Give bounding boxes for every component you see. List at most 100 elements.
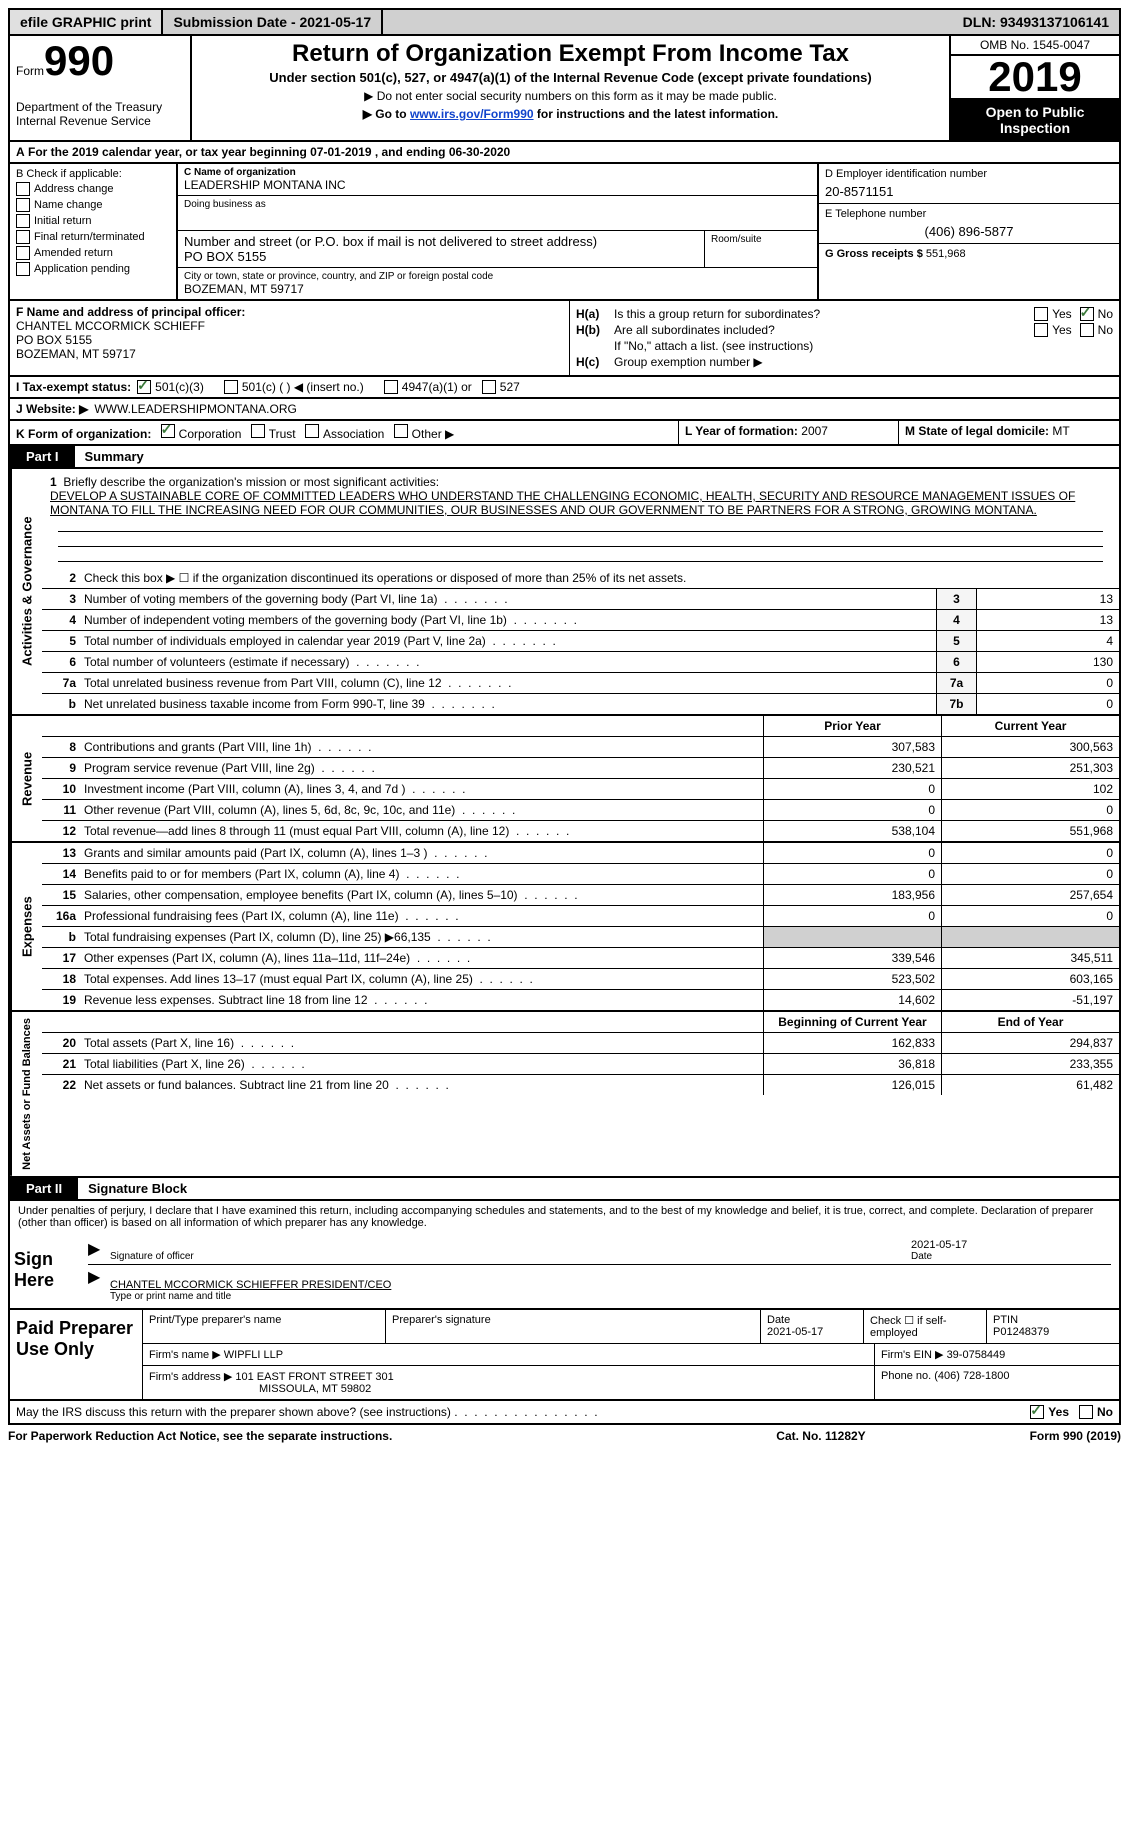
form-center: Return of Organization Exempt From Incom… — [192, 36, 949, 140]
chk-initial[interactable] — [16, 214, 30, 228]
part2-title: Signature Block — [78, 1178, 197, 1199]
k-assoc: Association — [323, 427, 384, 441]
k-corp: Corporation — [179, 427, 242, 441]
chk-name[interactable] — [16, 198, 30, 212]
preparer-block: Paid Preparer Use Only Print/Type prepar… — [8, 1310, 1121, 1401]
dba-label: Doing business as — [184, 199, 811, 210]
top-bar: efile GRAPHIC print Submission Date - 20… — [8, 8, 1121, 36]
part1-tab: Part I — [10, 446, 75, 467]
firm-ein-label: Firm's EIN ▶ — [881, 1349, 944, 1361]
footer-right: Form 990 (2019) — [921, 1429, 1121, 1443]
expenses-section: Expenses 13Grants and similar amounts pa… — [8, 843, 1121, 1012]
mission-block: 1 Briefly describe the organization's mi… — [42, 469, 1119, 568]
form-title: Return of Organization Exempt From Incom… — [202, 40, 939, 68]
i-opt3: 527 — [500, 380, 520, 394]
opt-initial: Initial return — [34, 215, 91, 227]
street-val: PO BOX 5155 — [184, 249, 698, 264]
mission-text: DEVELOP A SUSTAINABLE CORE OF COMMITTED … — [50, 489, 1075, 517]
chk-assoc[interactable] — [305, 424, 319, 438]
hb-yes[interactable] — [1034, 323, 1048, 337]
chk-501c[interactable] — [224, 380, 238, 394]
irs-discuss: May the IRS discuss this return with the… — [8, 1401, 1121, 1425]
i-opt1: 501(c) ( ) ◀ (insert no.) — [242, 380, 364, 394]
balance-section: Net Assets or Fund Balances Beginning of… — [8, 1012, 1121, 1178]
officer-printed: CHANTEL MCCORMICK SCHIEFFER PRESIDENT/CE… — [110, 1279, 1111, 1291]
section-c: C Name of organization LEADERSHIP MONTAN… — [178, 164, 819, 299]
ptin-val: P01248379 — [993, 1326, 1049, 1338]
firm-phone-label: Phone no. — [881, 1370, 931, 1382]
opt-pending: Application pending — [34, 263, 130, 275]
f-label: F Name and address of principal officer: — [16, 305, 245, 319]
chk-address[interactable] — [16, 182, 30, 196]
gross-label: G Gross receipts $ — [825, 248, 923, 260]
data-row: 10Investment income (Part VIII, column (… — [42, 779, 1119, 800]
chk-amended[interactable] — [16, 246, 30, 260]
discuss-yes[interactable] — [1030, 1405, 1044, 1419]
section-f: F Name and address of principal officer:… — [10, 301, 570, 375]
section-d: D Employer identification number 20-8571… — [819, 164, 1119, 299]
gov-row: 7aTotal unrelated business revenue from … — [42, 673, 1119, 694]
vtab-rev: Revenue — [10, 716, 42, 841]
gov-row: 5Total number of individuals employed in… — [42, 631, 1119, 652]
opt-amended: Amended return — [34, 247, 113, 259]
data-row: 18Total expenses. Add lines 13–17 (must … — [42, 969, 1119, 990]
section-h: H(a) Is this a group return for subordin… — [570, 301, 1119, 375]
hb-text: Are all subordinates included? — [614, 323, 1034, 337]
hb-label: H(b) — [576, 323, 614, 337]
chk-trust[interactable] — [251, 424, 265, 438]
prep-label: Paid Preparer Use Only — [10, 1310, 143, 1399]
inst2-post: for instructions and the latest informat… — [534, 107, 779, 121]
instruction-2: ▶ Go to www.irs.gov/Form990 for instruct… — [202, 107, 939, 121]
prep-date-val: 2021-05-17 — [767, 1326, 823, 1338]
section-j: J Website: ▶ WWW.LEADERSHIPMONTANA.ORG — [8, 399, 1121, 421]
opt-name: Name change — [34, 199, 103, 211]
section-b: B Check if applicable: Address change Na… — [10, 164, 178, 299]
form-subtitle: Under section 501(c), 527, or 4947(a)(1)… — [202, 70, 939, 85]
ha-no[interactable] — [1080, 307, 1094, 321]
k-label: K Form of organization: — [16, 427, 151, 441]
chk-527[interactable] — [482, 380, 496, 394]
gov-row: 2Check this box ▶ ☐ if the organization … — [42, 568, 1119, 589]
chk-other[interactable] — [394, 424, 408, 438]
prep-name-hdr: Print/Type preparer's name — [143, 1310, 386, 1343]
inspection-badge: Open to Public Inspection — [951, 100, 1119, 140]
phone-val: (406) 896-5877 — [825, 224, 1113, 239]
irs-link[interactable]: www.irs.gov/Form990 — [410, 107, 534, 121]
hb-no[interactable] — [1080, 323, 1094, 337]
efile-button[interactable]: efile GRAPHIC print — [10, 10, 163, 34]
form-left: Form 990 Department of the Treasury Inte… — [10, 36, 192, 140]
data-row: 20Total assets (Part X, line 16) . . . .… — [42, 1033, 1119, 1054]
chk-pending[interactable] — [16, 262, 30, 276]
section-i: I Tax-exempt status: 501(c)(3) 501(c) ( … — [8, 377, 1121, 399]
chk-corp[interactable] — [161, 424, 175, 438]
ha-yes[interactable] — [1034, 307, 1048, 321]
data-row: 14Benefits paid to or for members (Part … — [42, 864, 1119, 885]
mission-label: Briefly describe the organization's miss… — [63, 475, 439, 489]
activities-section: Activities & Governance 1 Briefly descri… — [8, 469, 1121, 716]
city-val: BOZEMAN, MT 59717 — [184, 282, 811, 296]
tax-year-line: A For the 2019 calendar year, or tax yea… — [8, 142, 1121, 164]
chk-final[interactable] — [16, 230, 30, 244]
b-title: B Check if applicable: — [16, 168, 170, 180]
form-label: Form — [16, 64, 44, 78]
bcd-grid: B Check if applicable: Address change Na… — [8, 164, 1121, 301]
data-row: 21Total liabilities (Part X, line 26) . … — [42, 1054, 1119, 1075]
data-row: 22Net assets or fund balances. Subtract … — [42, 1075, 1119, 1095]
discuss-no[interactable] — [1079, 1405, 1093, 1419]
ein-val: 20-8571151 — [825, 184, 1113, 199]
instruction-1: ▶ Do not enter social security numbers o… — [202, 89, 939, 103]
bal-header: Beginning of Current Year End of Year — [42, 1012, 1119, 1033]
data-row: 11Other revenue (Part VIII, column (A), … — [42, 800, 1119, 821]
firm-phone: (406) 728-1800 — [934, 1370, 1009, 1382]
no-label: No — [1097, 1405, 1113, 1419]
inst2-pre: ▶ Go to — [363, 107, 410, 121]
chk-501c3[interactable] — [137, 380, 151, 394]
tax-year: 2019 — [951, 56, 1119, 100]
firm-addr1: 101 EAST FRONT STREET 301 — [235, 1371, 393, 1383]
gov-row: bNet unrelated business taxable income f… — [42, 694, 1119, 714]
officer-title-label: Type or print name and title — [110, 1291, 1111, 1302]
footer-left: For Paperwork Reduction Act Notice, see … — [8, 1429, 721, 1443]
chk-4947[interactable] — [384, 380, 398, 394]
firm-ein: 39-0758449 — [947, 1349, 1006, 1361]
j-label: J Website: ▶ — [16, 402, 88, 416]
